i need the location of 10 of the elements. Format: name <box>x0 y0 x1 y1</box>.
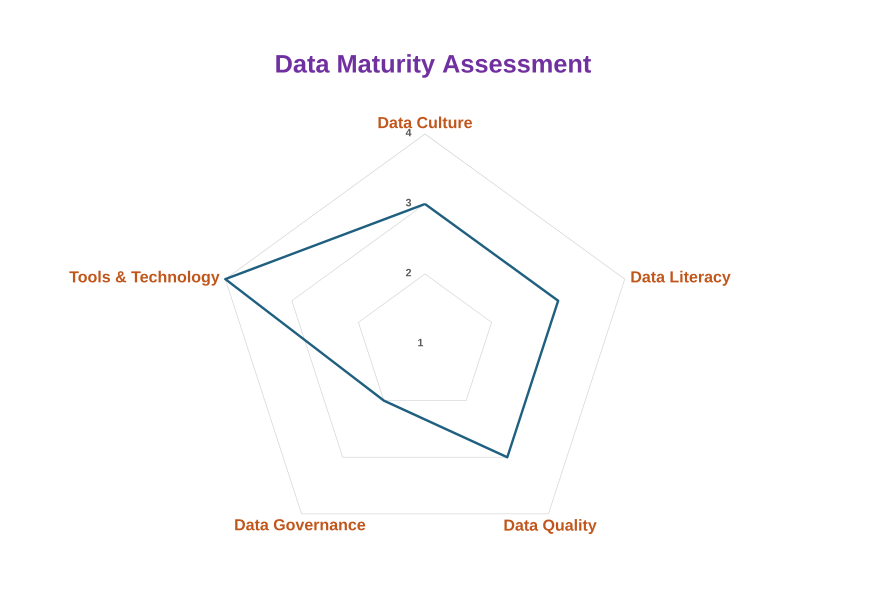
spoke-label: Data Quality <box>504 519 597 534</box>
y-tick-label: 2 <box>406 268 412 276</box>
spoke-label: Data Culture <box>378 116 472 128</box>
spoke-label: Tools & Technology <box>69 270 220 286</box>
spoke-label: Data Literacy <box>631 270 731 286</box>
chart-title: Data Maturity Assessment <box>276 54 592 78</box>
spoke-label: Data Governance <box>235 519 366 530</box>
y-tick-label: 3 <box>406 198 412 206</box>
y-tick-label: 4 <box>406 128 412 136</box>
y-tick-label: 1 <box>418 338 424 346</box>
